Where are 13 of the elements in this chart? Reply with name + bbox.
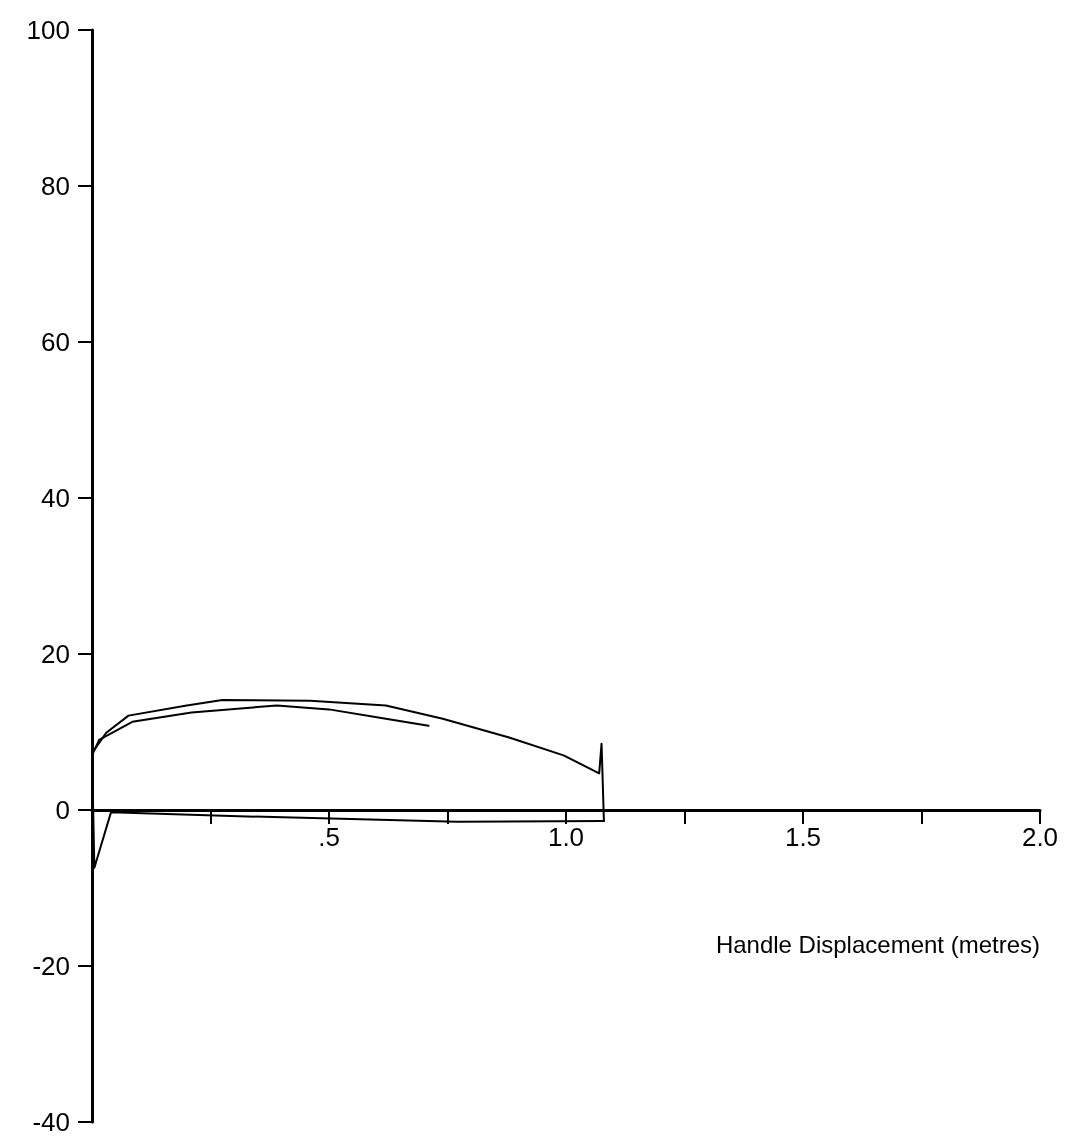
y-tick-label: 80 [41,171,70,201]
x-axis-title: Handle Displacement (metres) [715,930,1040,958]
y-tick-label: 60 [41,327,70,357]
x-tick-label: .5 [318,822,340,852]
x-tick-label: 1.5 [784,822,822,852]
y-tick-label: 0 [55,795,70,825]
x-tick-label: 2.0 [1021,822,1059,852]
y-tick-label: 20 [41,639,70,669]
y-tick-label: -20 [32,951,70,981]
x-tick-label: 1.0 [547,822,585,852]
y-tick-label: 40 [41,483,70,513]
y-tick-label: -40 [32,1107,70,1137]
y-tick-label: 100 [26,15,70,45]
